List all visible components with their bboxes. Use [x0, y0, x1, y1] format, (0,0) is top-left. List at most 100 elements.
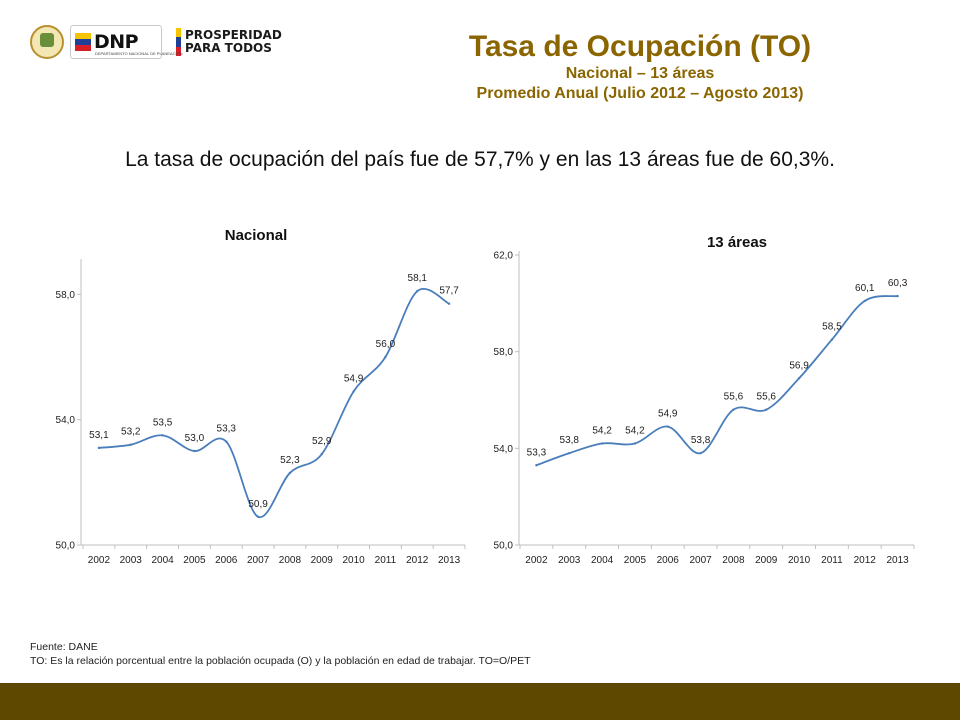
- data-point: [416, 290, 419, 293]
- x-tick-label: 2004: [591, 555, 614, 566]
- data-point: [896, 294, 899, 298]
- x-tick-label: 2006: [657, 555, 680, 566]
- y-tick-label: 54,0: [494, 444, 514, 455]
- page-title: Tasa de Ocupación (TO): [468, 30, 812, 63]
- data-label: 60,3: [888, 278, 908, 289]
- data-point: [568, 451, 571, 455]
- x-tick-label: 2010: [788, 555, 811, 566]
- data-point: [535, 464, 538, 467]
- dnp-logo-subtext: DEPARTAMENTO NACIONAL DE PLANEACIÓN: [95, 51, 183, 56]
- x-tick-label: 2012: [406, 555, 429, 566]
- data-point: [256, 515, 260, 518]
- summary-text: La tasa de ocupación del país fue de 57,…: [125, 148, 835, 171]
- data-point: [225, 440, 228, 443]
- data-point: [447, 302, 451, 305]
- x-tick-label: 2009: [755, 555, 778, 566]
- data-point: [193, 449, 196, 453]
- prosperidad-line1: PROSPERIDAD: [185, 28, 282, 42]
- chart-title: Nacional: [225, 227, 288, 244]
- header-logos: DNP DEPARTAMENTO NACIONAL DE PLANEACIÓN …: [30, 22, 282, 62]
- y-tick-label: 50,0: [56, 541, 76, 552]
- data-point: [288, 471, 292, 475]
- page-subtitle-scope: Nacional – 13 áreas: [565, 65, 715, 82]
- x-tick-label: 2011: [375, 555, 397, 566]
- data-label: 50,9: [248, 499, 268, 510]
- data-point: [352, 390, 355, 393]
- data-label: 53,0: [185, 433, 205, 444]
- data-point: [320, 452, 323, 456]
- data-point: [161, 434, 164, 437]
- y-tick-label: 62,0: [494, 251, 514, 262]
- footnote: Fuente: DANE TO: Es la relación porcentu…: [30, 640, 531, 668]
- data-point: [830, 338, 834, 341]
- data-point: [633, 442, 637, 445]
- x-tick-label: 2013: [438, 555, 461, 566]
- x-tick-label: 2009: [311, 555, 334, 566]
- data-label: 54,9: [344, 373, 364, 384]
- data-point: [699, 451, 702, 455]
- data-label: 53,8: [560, 435, 580, 446]
- data-label: 60,1: [855, 283, 875, 294]
- data-point: [797, 377, 801, 380]
- x-tick-label: 2005: [183, 555, 206, 566]
- footer-band: [0, 683, 960, 720]
- chart-title: 13 áreas: [707, 234, 767, 251]
- data-label: 54,9: [658, 409, 678, 420]
- x-tick-label: 2008: [722, 555, 745, 566]
- data-label: 52,3: [280, 455, 300, 466]
- x-tick-label: 2003: [120, 555, 143, 566]
- data-label: 55,6: [724, 392, 744, 403]
- data-point: [600, 442, 604, 445]
- chart-nacional: Nacional 50,0 54,0 58,0 2002 2003 2004 2005 2006…: [25, 215, 485, 580]
- footnote-definition: TO: Es la relación porcentual entre la p…: [30, 655, 531, 667]
- x-tick-label: 2004: [151, 555, 174, 566]
- series-line: [98, 288, 450, 518]
- data-point: [666, 425, 669, 428]
- data-point: [732, 408, 735, 411]
- series-line: [536, 295, 898, 467]
- x-tick-label: 2002: [88, 555, 111, 566]
- data-label: 54,2: [625, 426, 645, 437]
- data-point: [129, 443, 132, 446]
- data-label: 53,1: [89, 430, 109, 441]
- data-label: 58,5: [822, 322, 842, 333]
- y-tick-label: 58,0: [494, 347, 514, 358]
- coat-of-arms-logo: [30, 25, 64, 59]
- data-label: 53,3: [527, 447, 547, 458]
- y-tick-label: 54,0: [56, 415, 76, 426]
- data-label: 53,5: [153, 417, 173, 428]
- data-label: 58,1: [408, 273, 428, 284]
- x-tick-label: 2012: [854, 555, 877, 566]
- x-tick-label: 2005: [624, 555, 647, 566]
- dnp-logo-text: DNP: [94, 31, 139, 53]
- data-label: 54,2: [592, 426, 612, 437]
- data-point: [765, 408, 768, 411]
- chart-nacional-svg: Nacional 50,0 54,0 58,0 2002 2003 2004 2005 2006…: [56, 227, 466, 566]
- x-tick-label: 2008: [279, 555, 302, 566]
- x-tick-label: 2003: [558, 555, 581, 566]
- x-tick-label: 2007: [247, 555, 270, 566]
- x-tick-label: 2010: [342, 555, 365, 566]
- prosperidad-flag-icon: [176, 28, 181, 56]
- x-tick-label: 2002: [525, 555, 548, 566]
- colombia-flag-icon: [75, 33, 91, 51]
- x-tick-label: 2011: [821, 555, 843, 566]
- dnp-logo: DNP DEPARTAMENTO NACIONAL DE PLANEACIÓN: [70, 25, 183, 59]
- chart-13-areas: 13 áreas 50,0 54,0 58,0 62,0 2002 2003 2004 2005…: [482, 215, 942, 580]
- y-tick-label: 50,0: [494, 541, 514, 552]
- title-block: Tasa de Ocupación (TO) Nacional – 13 áre…: [400, 30, 880, 104]
- x-tick-label: 2013: [886, 555, 909, 566]
- prosperidad-line2: PARA TODOS: [185, 41, 272, 55]
- data-label: 55,6: [757, 392, 777, 403]
- data-point: [384, 355, 387, 359]
- data-label: 53,2: [121, 427, 141, 438]
- prosperidad-logo: PROSPERIDAD PARA TODOS: [176, 28, 282, 56]
- data-point: [97, 446, 101, 450]
- data-label: 56,0: [376, 339, 396, 350]
- data-label: 57,7: [439, 286, 459, 297]
- page-subtitle-period: Promedio Anual (Julio 2012 – Agosto 2013…: [476, 85, 804, 102]
- data-point: [863, 299, 866, 303]
- x-tick-label: 2007: [689, 555, 712, 566]
- data-label: 53,3: [217, 424, 237, 435]
- data-label: 53,8: [691, 435, 711, 446]
